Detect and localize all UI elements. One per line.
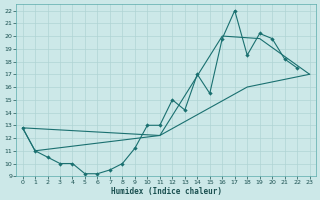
X-axis label: Humidex (Indice chaleur): Humidex (Indice chaleur) xyxy=(111,187,221,196)
